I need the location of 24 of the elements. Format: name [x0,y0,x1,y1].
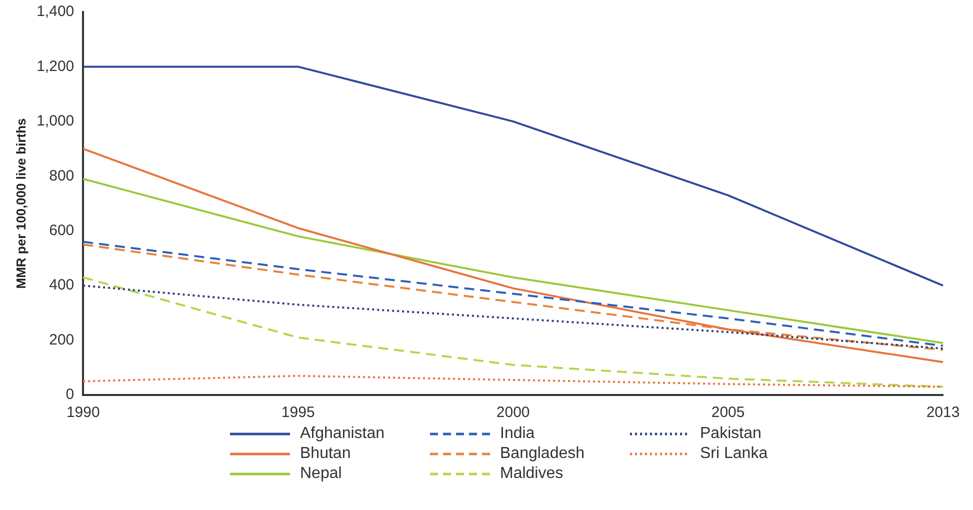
legend-label: Bhutan [300,445,351,463]
line-series [82,284,944,350]
x-tick-label: 2000 [496,404,530,422]
y-tick-label: 0 [66,386,74,404]
y-tick-label: 1,000 [36,112,74,130]
y-tick-label: 600 [49,222,74,239]
y-axis-title: MMR per 100,000 live births [13,118,28,289]
legend-label: Sri Lanka [700,445,768,463]
legend-label: India [500,425,535,443]
y-tick-label: 1,400 [36,3,74,20]
legend-label: Pakistan [700,425,762,443]
x-tick-label: 2013 [926,404,960,422]
x-tick-label: 1990 [66,404,100,422]
y-tick-label: 1,200 [36,58,74,75]
legend-label: Maldives [500,465,564,483]
x-tick-label: 1995 [281,404,315,422]
legend-label: Afghanistan [300,425,385,443]
y-tick-label: 800 [49,167,74,184]
legend-label: Nepal [300,465,342,483]
y-tick-label: 400 [49,276,74,294]
x-tick-label: 2005 [711,404,745,422]
legend-label: Bangladesh [500,445,585,463]
line-series [82,276,944,388]
y-tick-label: 200 [49,331,74,348]
